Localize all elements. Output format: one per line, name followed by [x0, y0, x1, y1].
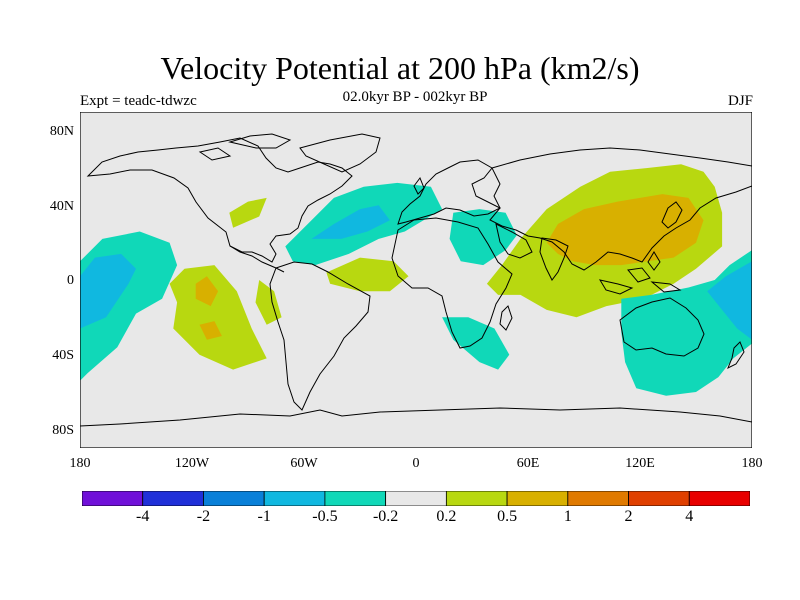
colorbar-swatch-10 — [688, 491, 750, 506]
coastlines — [80, 133, 752, 427]
lon-tick-60e: 60E — [516, 456, 540, 471]
lat-tick-80n: 80N — [49, 124, 74, 139]
coastline-asia — [489, 147, 752, 271]
lat-tick-40s: 40S — [52, 348, 74, 363]
colorbar-swatch-1 — [142, 491, 204, 506]
lon-tick-120e: 120E — [625, 456, 655, 471]
season-label: DJF — [727, 93, 753, 109]
field-region-13 — [546, 194, 704, 266]
lon-tick-180w: 180 — [69, 456, 91, 471]
colorbar-label-9: 4 — [685, 508, 694, 525]
colorbar-label-8: 2 — [624, 508, 633, 525]
colorbar-swatch-3 — [263, 491, 326, 506]
field-region-3 — [195, 276, 219, 307]
colorbar-swatch-4 — [324, 491, 387, 506]
field-region-11 — [442, 317, 510, 370]
colorbar-swatch-5 — [385, 491, 447, 506]
map-panel — [80, 112, 752, 448]
lat-tick-80s: 80S — [52, 423, 74, 438]
coastline-greenland — [299, 133, 381, 173]
coastline-indonesia — [598, 251, 682, 295]
figure-title: Velocity Potential at 200 hPa (km2/s) — [160, 50, 640, 86]
lon-tick-120w: 120W — [174, 456, 210, 471]
velocity-potential-field — [80, 164, 752, 396]
coastline-india — [539, 237, 569, 281]
coastline-australia — [619, 297, 705, 357]
colorbar-swatch-7 — [506, 491, 569, 506]
colorbar-swatch-6 — [445, 491, 508, 506]
colorbar-label-0: -4 — [136, 508, 150, 525]
field-region-6 — [229, 197, 267, 228]
colorbar-label-7: 1 — [563, 508, 572, 525]
colorbar-label-5: 0.2 — [436, 508, 457, 525]
colorbar-swatch-8 — [567, 491, 629, 506]
coastline-new-zealand — [727, 341, 745, 370]
field-region-8 — [311, 205, 390, 239]
colorbar-label-3: -0.5 — [312, 508, 338, 525]
lat-tick-0: 0 — [67, 273, 74, 288]
period-subtitle: 02.0kyr BP - 002kyr BP — [342, 89, 488, 105]
field-region-4 — [199, 321, 222, 340]
map-canvas — [80, 112, 752, 448]
lon-tick-180e: 180 — [741, 456, 763, 471]
colorbar-label-4: -0.2 — [372, 508, 399, 525]
coastline-central-america — [229, 245, 285, 273]
coastline-arctic-islands — [198, 133, 292, 161]
coastline-madagascar — [499, 305, 513, 331]
lon-tick-60w: 60W — [290, 456, 318, 471]
coastline-british-isles — [413, 176, 425, 195]
experiment-label: Expt = teadc-tdwzc — [80, 93, 197, 109]
colorbar-label-6: 0.5 — [497, 508, 518, 525]
field-region-2 — [169, 265, 267, 370]
colorbar-swatch-2 — [203, 491, 265, 506]
lat-tick-40n: 40N — [49, 199, 74, 214]
coastline-arabia — [495, 223, 533, 259]
coastline-south-america — [269, 261, 371, 411]
colorbar-swatch-0 — [82, 491, 144, 506]
lon-tick-0: 0 — [412, 456, 420, 471]
coastline-africa — [391, 217, 513, 349]
coastline-japan — [661, 201, 683, 229]
colorbar-label-1: -2 — [196, 508, 211, 525]
field-region-15 — [707, 261, 752, 340]
colorbar-swatch-9 — [628, 491, 690, 506]
coastline-antarctica — [80, 407, 752, 427]
colorbar — [82, 491, 750, 506]
colorbar-label-2: -1 — [257, 508, 271, 525]
coastline-north-america — [86, 137, 353, 263]
field-region-1 — [80, 253, 136, 329]
